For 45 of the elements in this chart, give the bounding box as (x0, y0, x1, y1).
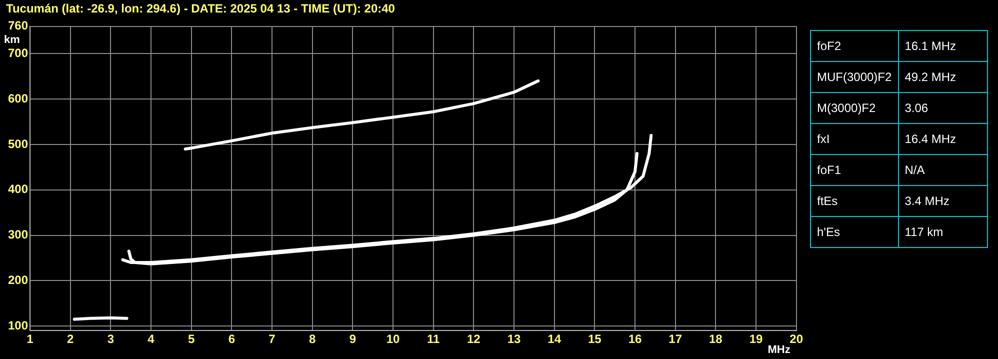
category-label: foF1 (810, 154, 898, 186)
x-tick-label: 1 (26, 332, 34, 346)
x-tick-label: 6 (228, 332, 236, 346)
x-tick-label: 5 (188, 332, 196, 346)
y-tick-label: 760 (8, 18, 28, 33)
x-tick-label: 20 (790, 332, 804, 346)
category-label: M(3000)F2 (810, 92, 898, 124)
text: 3.4 MHz (904, 194, 950, 208)
x-tick-label: 9 (349, 332, 356, 346)
y-axis-title: km (4, 34, 20, 46)
x-tick-label: 16 (628, 332, 642, 346)
x-tick-label: 3 (107, 332, 114, 346)
x-tick-label: 7 (268, 332, 276, 346)
y-tick-label: 700 (8, 46, 28, 60)
x-tick-label: 13 (507, 332, 521, 346)
category-label: ftEs (810, 186, 898, 216)
y-tick-label: 500 (8, 136, 28, 151)
x-tick-label: 14 (548, 332, 562, 346)
y-tick-label: 100 (8, 318, 28, 332)
x-tick-label: 15 (588, 332, 602, 346)
x-tick-label: 8 (309, 332, 316, 346)
text: N/A (904, 163, 925, 177)
x-tick-label: 4 (148, 332, 155, 346)
y-tick-label: 400 (8, 182, 28, 196)
y-tick-label: 300 (8, 228, 28, 242)
y-tick-label: 200 (8, 272, 28, 287)
text: 16.1 MHz (904, 39, 956, 53)
y-tick-label: 600 (8, 91, 28, 106)
category-label: MUF(3000)F2 (810, 62, 898, 92)
category-label: fxI (810, 124, 898, 154)
x-axis-title: MHz (768, 344, 791, 356)
text: 3.06 (904, 101, 928, 115)
x-tick-label: 17 (668, 332, 682, 346)
text: 117 km (904, 225, 944, 239)
x-tick-label: 11 (426, 332, 440, 346)
text: 49.2 MHz (904, 70, 956, 84)
x-tick-label: 19 (749, 332, 763, 346)
x-tick-label: 2 (67, 332, 74, 346)
category-label: foF2 (810, 30, 898, 62)
category-label: h'Es (810, 216, 898, 248)
x-tick-label: 18 (708, 332, 723, 346)
x-tick-label: 12 (466, 332, 481, 346)
chart-title: Tucumán (lat: -26.9, lon: 294.6) - DATE: 2025 04 13 - TIME (UT): 20:40 (6, 2, 396, 16)
text: 16.4 MHz (904, 132, 956, 146)
x-tick-label: 10 (386, 332, 400, 346)
